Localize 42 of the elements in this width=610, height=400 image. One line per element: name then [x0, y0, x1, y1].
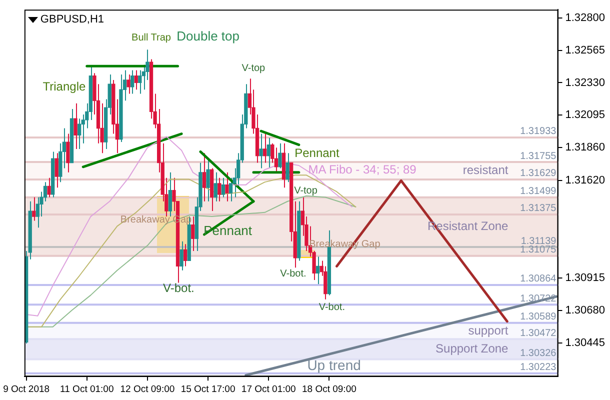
- ref-line-label: 1.30472: [520, 328, 557, 339]
- annotation: Triangle: [42, 79, 86, 94]
- annotation: Double top: [176, 28, 240, 44]
- x-tick-label: 12 Oct 09:00: [120, 384, 175, 395]
- y-tick-label: 1.32800: [565, 12, 606, 24]
- ref-line-label: 1.31933: [520, 126, 557, 138]
- ref-line-label: 1.30864: [520, 274, 557, 285]
- chart-title: GBPUSD,H1: [40, 14, 104, 26]
- ref-line-label: 1.30223: [520, 362, 557, 374]
- ref-line-label: 1.31499: [520, 186, 557, 198]
- band-label: resistant: [462, 163, 509, 178]
- band-label: support: [468, 323, 509, 338]
- x-tick-label: 11 Oct 01:00: [60, 384, 114, 395]
- annotation: Pennant: [294, 146, 340, 160]
- ref-line-label: 1.31139: [520, 236, 557, 247]
- annotation: V-bot.: [318, 302, 345, 313]
- y-tick-label: 1.30445: [565, 336, 606, 349]
- y-tick-label: 1.32565: [565, 44, 606, 56]
- x-tick-label: 18 Oct 09:00: [302, 384, 356, 395]
- x-tick-label: 15 Oct 17:00: [180, 384, 236, 395]
- y-tick-label: 1.32095: [565, 109, 606, 122]
- ref-line-label: 1.30326: [520, 348, 557, 359]
- annotation: V-bot.: [163, 280, 194, 295]
- annotation: Bull Trap: [132, 32, 172, 44]
- annotation: MA Fibo - 34; 55; 89: [308, 162, 417, 176]
- ref-line-label: 1.31755: [520, 150, 557, 162]
- x-tick-label: 9 Oct 2018: [3, 384, 50, 395]
- annotation: V-top: [294, 185, 318, 196]
- ref-line-label: 1.31629: [520, 168, 557, 180]
- ref-line-label: 1.31075: [520, 244, 557, 256]
- annotation: Up trend: [307, 356, 361, 373]
- y-tick-label: 1.31620: [565, 174, 606, 187]
- y-tick-label: 1.31860: [565, 142, 606, 154]
- y-tick-label: 1.30915: [565, 272, 606, 284]
- annotation: V-top: [242, 63, 266, 74]
- y-tick-label: 1.30680: [565, 304, 606, 316]
- annotation: V-bot.: [280, 268, 306, 280]
- ref-line-label: 1.30589: [520, 312, 557, 323]
- y-tick-label: 1.32330: [565, 76, 606, 89]
- x-tick-label: 17 Oct 01:00: [241, 384, 296, 395]
- ref-line-label: 1.31375: [520, 203, 557, 214]
- band-label: Support Zone: [436, 341, 509, 356]
